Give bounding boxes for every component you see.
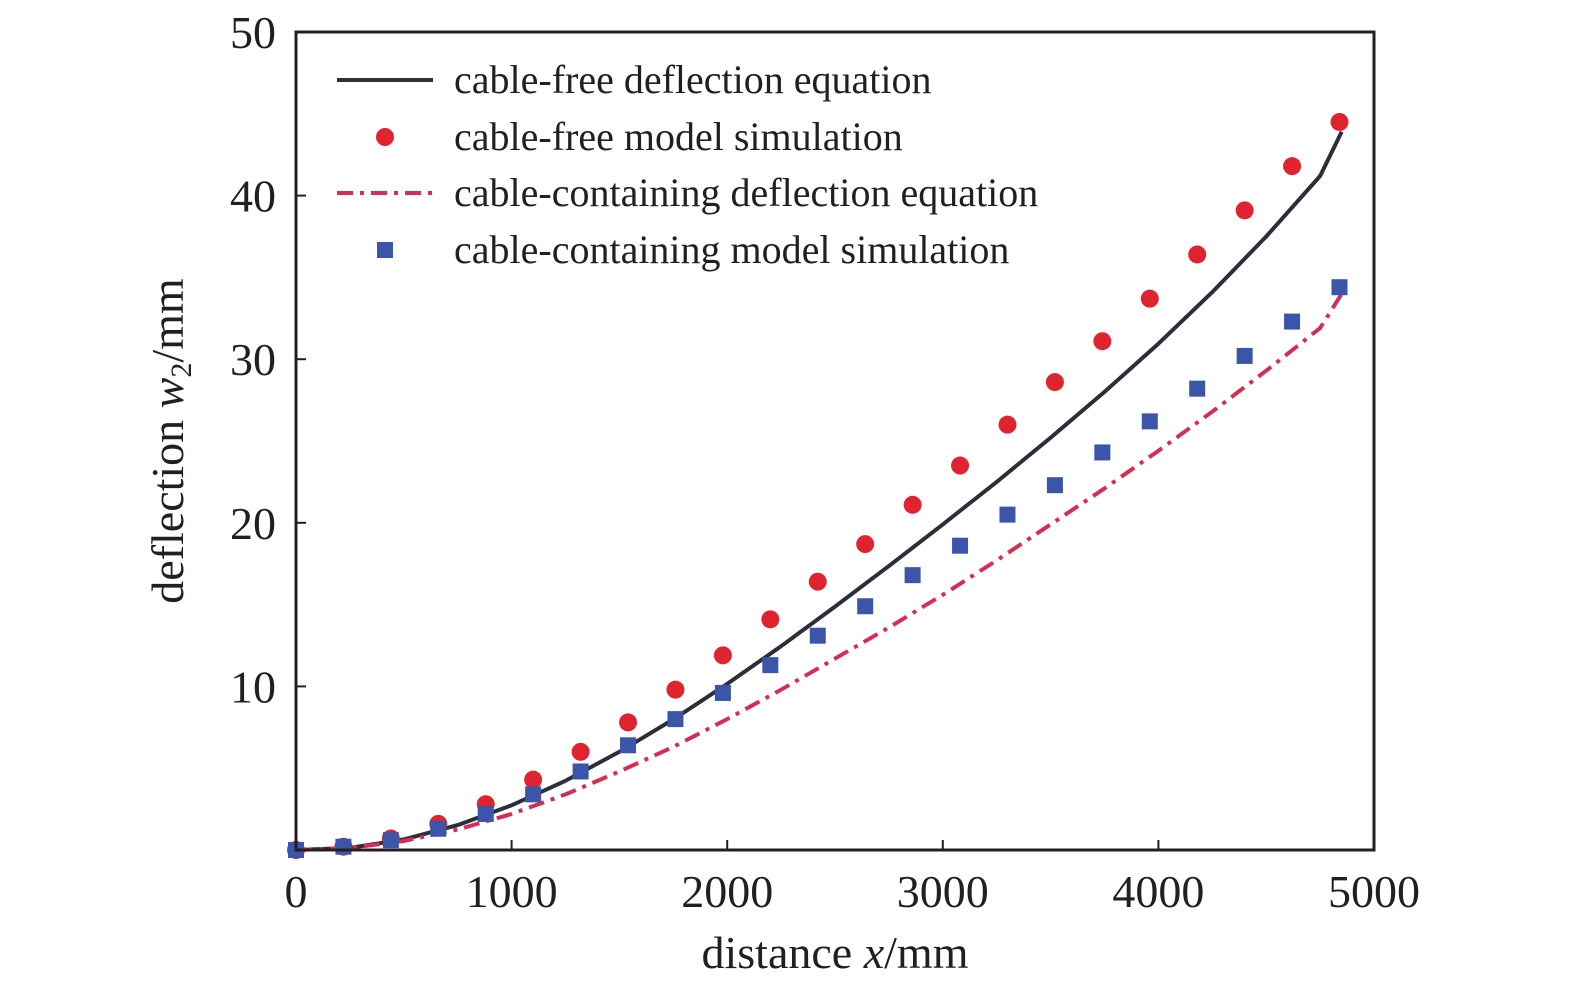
cable-free-model-simulation-point (1045, 373, 1064, 392)
x-tick-label: 3000 (897, 866, 989, 917)
cable-free-deflection-equation-line (295, 130, 1344, 852)
cable-free-model-simulation-point (856, 535, 875, 554)
cable-containing-model-simulation-point (667, 711, 684, 728)
cable-containing-model-simulation-point (1331, 279, 1348, 296)
cable-containing-model-simulation-point (809, 627, 826, 644)
x-tick-label: 0 (285, 866, 308, 917)
cable-free-model-simulation-point (903, 495, 922, 514)
cable-free-model-simulation-point (761, 610, 780, 629)
x-axis-title: distance x/mm (702, 927, 969, 978)
legend-label-cable-free-model-simulation: cable-free model simulation (454, 114, 903, 159)
legend-label-cable-containing-model-simulation: cable-containing model simulation (454, 227, 1009, 272)
cable-containing-model-simulation-point (382, 832, 399, 849)
y-tick-label: 50 (230, 7, 276, 58)
plot-frame (294, 30, 1376, 852)
legend-swatch-cable-containing-model-simulation (377, 242, 393, 258)
cable-containing-model-simulation-point (952, 537, 969, 554)
cable-free-model-simulation-point (951, 456, 970, 475)
cable-free-model-simulation-point (713, 646, 732, 665)
y-axis-ticks: 10 20 30 40 50 (230, 7, 306, 712)
x-axis-ticks: 0 1000 2000 3000 4000 5000 (285, 840, 1420, 917)
cable-containing-model-simulation-point (1236, 347, 1253, 364)
y-axis-title: deflection w2/mm (142, 278, 198, 604)
cable-free-model-simulation-point (1235, 201, 1254, 220)
cable-free-model-simulation-point (1283, 157, 1302, 176)
x-tick-label: 5000 (1328, 866, 1420, 917)
chart-marks (287, 112, 1349, 859)
cable-free-model-simulation-point (666, 680, 685, 699)
cable-containing-model-simulation-point (335, 838, 352, 855)
cable-containing-model-simulation-point (620, 737, 637, 754)
cable-containing-model-simulation-point (1046, 477, 1063, 494)
cable-free-model-simulation-point (524, 770, 543, 789)
cable-containing-model-simulation-point (857, 598, 874, 615)
cable-containing-model-simulation-point (1094, 444, 1111, 461)
cable-free-model-simulation-point (571, 742, 590, 761)
legend-swatch-cable-free-model-simulation (376, 128, 394, 146)
cable-free-model-simulation-point (1140, 289, 1159, 308)
cable-free-model-simulation-point (1188, 245, 1207, 264)
cable-containing-model-simulation-point (762, 657, 779, 674)
cable-containing-model-simulation-point (572, 763, 589, 780)
cable-free-model-simulation-point (998, 415, 1017, 434)
cable-containing-model-simulation-point (999, 506, 1016, 523)
y-tick-label: 30 (230, 334, 276, 385)
cable-containing-model-simulation-point (1284, 313, 1301, 330)
cable-containing-model-simulation-point (430, 820, 447, 837)
cable-free-model-simulation-point (619, 713, 638, 732)
cable-free-model-simulation-point (808, 572, 827, 591)
y-tick-label: 20 (230, 498, 276, 549)
cable-containing-deflection-equation-line (295, 292, 1344, 852)
cable-free-model-simulation-point (1093, 332, 1112, 351)
y-tick-label: 10 (230, 661, 276, 712)
legend-label-cable-containing-deflection-equation: cable-containing deflection equation (454, 170, 1038, 215)
cable-containing-model-simulation-point (1141, 413, 1158, 430)
cable-containing-model-simulation-point (525, 786, 542, 803)
cable-containing-model-simulation-point (1189, 380, 1206, 397)
x-tick-label: 2000 (681, 866, 773, 917)
legend-label-cable-free-deflection-equation: cable-free deflection equation (454, 57, 932, 102)
y-tick-label: 40 (230, 171, 276, 222)
cable-containing-model-simulation-point (714, 684, 731, 701)
cable-containing-model-simulation-point (477, 806, 494, 823)
cable-free-model-simulation-point (1330, 112, 1349, 131)
x-tick-label: 1000 (466, 866, 558, 917)
x-tick-label: 4000 (1112, 866, 1204, 917)
cable-containing-model-simulation-point (904, 567, 921, 584)
legend: cable-free deflection equation cable-free… (337, 57, 1038, 272)
